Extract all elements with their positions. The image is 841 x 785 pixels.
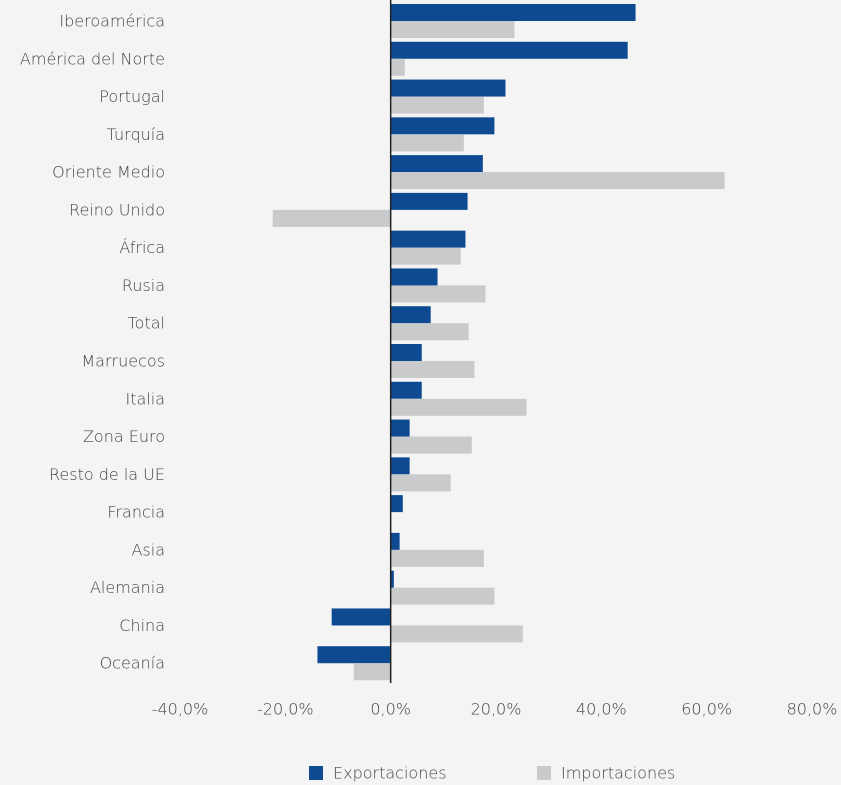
legend-swatch xyxy=(309,766,323,780)
bar xyxy=(390,398,527,416)
bar xyxy=(390,4,636,21)
bar xyxy=(272,209,391,227)
x-tick-label: 40,0% xyxy=(576,700,627,719)
y-tick-label: Turquía xyxy=(107,125,165,144)
x-tick-label: 80,0% xyxy=(787,700,838,719)
bar xyxy=(390,549,484,567)
x-tick-label: 0,0% xyxy=(370,700,411,719)
legend-label: Importaciones xyxy=(561,764,675,783)
y-tick-label: China xyxy=(119,616,165,635)
bar xyxy=(390,285,486,303)
bar xyxy=(390,457,410,475)
y-tick-label: África xyxy=(119,238,165,257)
bar xyxy=(317,646,391,664)
legend-swatch xyxy=(537,766,551,780)
y-tick-label: Rusia xyxy=(122,276,165,295)
bar xyxy=(390,21,515,38)
x-tick-label: -20,0% xyxy=(257,700,314,719)
y-tick-label: América del Norte xyxy=(20,49,165,68)
bar xyxy=(390,474,451,492)
bar xyxy=(390,436,472,454)
bar xyxy=(390,79,506,97)
y-tick-label: Marruecos xyxy=(81,352,165,371)
bar xyxy=(390,361,475,378)
bar xyxy=(390,419,410,437)
x-tick-label: 20,0% xyxy=(471,700,522,719)
y-tick-label: Portugal xyxy=(99,87,165,106)
bar xyxy=(390,306,431,324)
y-tick-label: Oceanía xyxy=(100,654,165,673)
bar xyxy=(390,268,438,286)
bar xyxy=(390,230,466,248)
y-tick-label: Italia xyxy=(126,389,166,408)
bar xyxy=(390,58,405,76)
y-tick-label: Zona Euro xyxy=(83,427,165,446)
bar xyxy=(390,532,400,550)
y-tick-label: Oriente Medio xyxy=(52,163,165,182)
y-tick-label: Francia xyxy=(107,503,165,522)
x-tick-label: 60,0% xyxy=(681,700,732,719)
y-tick-label: Reino Unido xyxy=(69,200,165,219)
bar xyxy=(390,323,469,341)
x-tick-label: -40,0% xyxy=(152,700,209,719)
y-tick-label: Iberoamérica xyxy=(59,12,165,31)
bar xyxy=(390,587,495,605)
bar xyxy=(390,172,725,190)
bar xyxy=(390,570,394,588)
bar xyxy=(390,344,422,361)
bar xyxy=(331,608,391,626)
bar xyxy=(390,117,495,135)
bar xyxy=(390,495,403,513)
bar xyxy=(390,192,468,210)
bar xyxy=(390,41,628,59)
bar xyxy=(390,381,422,399)
y-tick-label: Total xyxy=(128,314,165,333)
bar xyxy=(390,134,464,152)
y-tick-label: Alemania xyxy=(90,578,165,597)
legend-label: Exportaciones xyxy=(333,764,447,783)
y-tick-label: Asia xyxy=(131,540,165,559)
bar xyxy=(390,155,483,173)
bar xyxy=(353,663,391,681)
bar xyxy=(390,625,523,643)
bar xyxy=(390,96,484,114)
bar xyxy=(390,247,461,265)
y-tick-label: Resto de la UE xyxy=(49,465,165,484)
